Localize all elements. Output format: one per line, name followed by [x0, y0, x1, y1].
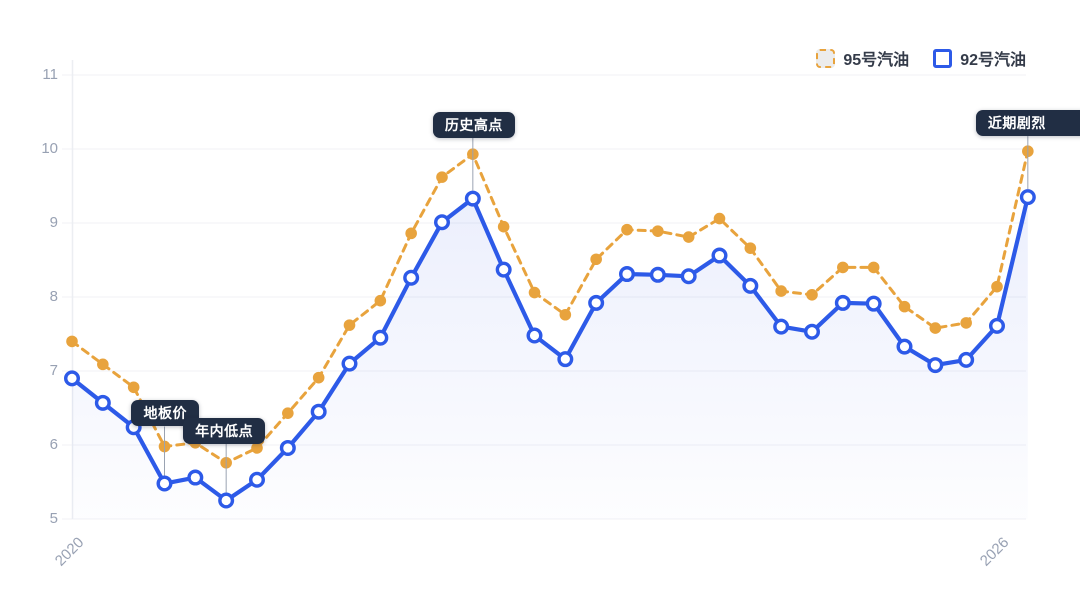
- area-fill: [72, 197, 1028, 519]
- data-point-95: [867, 261, 880, 274]
- data-point-92: [927, 357, 944, 374]
- series-markers: [63, 145, 1036, 509]
- y-axis-label: 9: [49, 214, 58, 231]
- data-point-92: [310, 403, 327, 420]
- legend-label-95: 95号汽油: [843, 52, 910, 69]
- data-point-95: [806, 288, 818, 301]
- data-point-92: [372, 329, 389, 346]
- y-axis-label: 5: [49, 510, 58, 527]
- data-point-92: [680, 268, 697, 285]
- data-point-92: [711, 247, 728, 264]
- data-point-92: [618, 266, 635, 283]
- annotation-historical-high: 历史高点: [432, 111, 515, 138]
- data-point-92: [834, 294, 851, 311]
- data-point-92: [495, 261, 512, 278]
- data-point-92: [896, 338, 913, 355]
- data-point-95: [744, 242, 757, 254]
- data-point-92: [557, 351, 574, 368]
- data-point-92: [1019, 189, 1036, 206]
- legend-swatch-95-icon: [816, 48, 836, 68]
- data-point-95: [497, 220, 510, 233]
- data-point-92: [403, 269, 420, 286]
- data-point-95: [66, 335, 78, 348]
- data-point-92: [248, 471, 265, 488]
- y-axis-label: 11: [42, 66, 58, 83]
- data-point-95: [837, 261, 849, 274]
- legend: 95号汽油 92号汽油: [816, 46, 1026, 70]
- data-point-95: [960, 317, 972, 329]
- data-point-92: [279, 439, 296, 456]
- data-point-95: [991, 280, 1003, 293]
- data-point-92: [803, 323, 820, 340]
- annotation-connectors: [163, 136, 1029, 493]
- data-point-92: [218, 492, 235, 509]
- data-point-92: [988, 317, 1005, 334]
- data-point-95: [528, 286, 541, 299]
- data-point-92: [433, 214, 450, 231]
- data-point-95: [436, 171, 448, 183]
- data-point-95: [282, 407, 294, 419]
- data-point-95: [251, 442, 263, 454]
- data-point-92: [958, 351, 975, 368]
- legend-swatch-92-icon: [933, 48, 953, 68]
- data-point-95: [682, 231, 695, 243]
- data-point-95: [652, 225, 664, 237]
- data-point-92: [865, 295, 882, 312]
- data-point-92: [649, 266, 666, 283]
- data-point-92: [341, 355, 358, 372]
- data-point-95: [559, 308, 572, 321]
- data-point-95: [929, 322, 942, 334]
- data-point-92: [588, 294, 605, 311]
- annotation-recent-volatility: 近期剧烈: [975, 110, 1080, 137]
- legend-label-92: 92号汽油: [960, 52, 1026, 69]
- data-point-95: [343, 319, 356, 331]
- data-point-95: [898, 300, 911, 313]
- data-point-95: [590, 253, 602, 266]
- y-axis-label: 10: [41, 140, 58, 157]
- data-point-92: [63, 370, 80, 387]
- data-point-95: [713, 212, 726, 225]
- area-92-gasoline: [72, 197, 1028, 519]
- data-point-92: [187, 469, 204, 486]
- data-point-95: [312, 371, 325, 384]
- data-point-92: [526, 327, 543, 344]
- data-point-95: [127, 381, 140, 394]
- data-point-92: [773, 318, 790, 335]
- y-axis-label: 7: [49, 362, 58, 379]
- y-axis-label: 6: [49, 436, 58, 453]
- data-point-92: [742, 277, 759, 294]
- data-point-92: [464, 190, 481, 207]
- data-point-95: [621, 223, 633, 236]
- data-point-95: [775, 285, 787, 297]
- data-point-92: [94, 394, 111, 411]
- data-point-95: [374, 294, 387, 307]
- legend-item-92-gasoline[interactable]: 92号汽油: [933, 46, 1026, 70]
- data-point-95: [405, 227, 417, 240]
- data-point-95: [97, 358, 109, 371]
- y-axis-label: 8: [49, 288, 58, 305]
- annotation-year-low: 年内低点: [183, 417, 266, 444]
- legend-item-95-gasoline[interactable]: 95号汽油: [816, 46, 909, 70]
- data-point-92: [156, 475, 173, 492]
